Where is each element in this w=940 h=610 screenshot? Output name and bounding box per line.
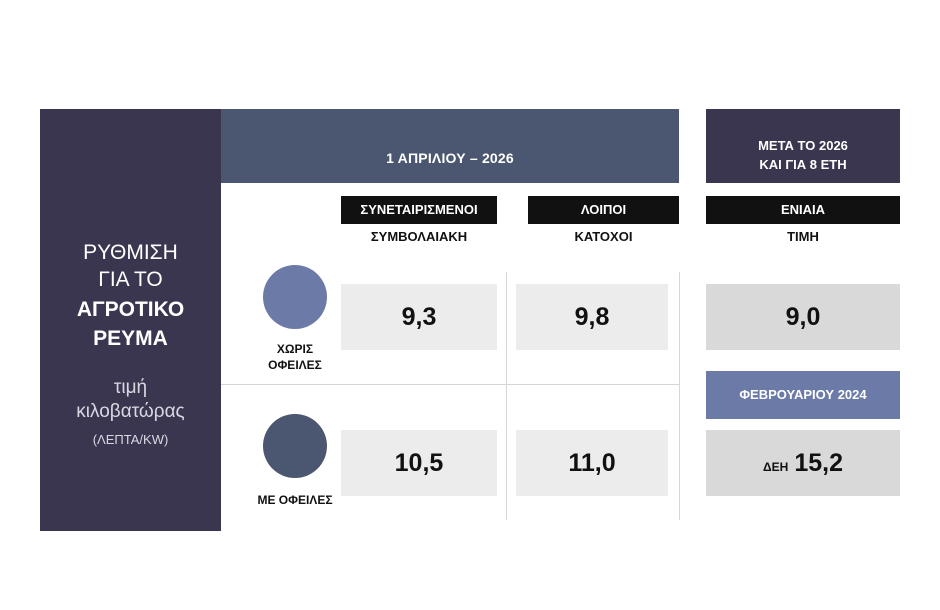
after-2026-header: ΜΕΤΑ ΤΟ 2026 ΚΑΙ ΓΙΑ 8 ΕΤΗ: [706, 109, 900, 183]
unit-label: (ΛΕΠΤΑ/KW): [92, 432, 169, 447]
deh-prefix: ΔΕΗ: [763, 460, 789, 474]
deh-value: 15,2: [794, 449, 843, 477]
title-line-1: ΡΥΘΜΙΣΗ: [83, 241, 178, 264]
date-header-label: 1 ΑΠΡΙΛΙΟΥ – 2026: [386, 150, 514, 166]
value-with-debts-cooperative: 10,5: [341, 430, 497, 496]
column-label-cooperative: ΣΥΝΕΤΑΙΡΙΣΜΕΝΟΙ: [341, 196, 497, 224]
row-label-no-debts: ΧΩΡΙΣ ΟΦΕΙΛΕΣ: [247, 341, 343, 373]
date-header-band: 1 ΑΠΡΙΛΙΟΥ – 2026: [221, 109, 679, 183]
column-sublabel-uniform: ΤΙΜΗ: [787, 229, 819, 244]
deh-price-box: ΔΕΗ 15,2: [706, 430, 900, 496]
left-title-panel: ΡΥΘΜΙΣΗ ΓΙΑ ΤΟ ΑΓΡΟΤΙΚΟ ΡΕΥΜΑ τιμή κιλοβ…: [40, 109, 221, 531]
row-label-line-2: ΟΦΕΙΛΕΣ: [268, 358, 322, 372]
column-divider: [506, 272, 507, 520]
with-debts-circle-marker: [263, 414, 327, 478]
column-sublabel-cooperative: ΣΥΜΒΟΛΑΙΑΚΗ: [370, 229, 468, 244]
column-label-others: ΛΟΙΠΟΙ: [528, 196, 679, 224]
title-line-2: ΓΙΑ ΤΟ: [98, 268, 163, 291]
column-sublabel-others: ΚΑΤΟΧΟΙ: [574, 229, 633, 244]
february-2024-label: ΦΕΒΡΟΥΑΡΙΟΥ 2024: [706, 371, 900, 419]
title-line-4: ΡΕΥΜΑ: [93, 327, 168, 350]
value-no-debts-uniform: 9,0: [706, 284, 900, 350]
no-debts-circle-marker: [263, 265, 327, 329]
row-divider: [221, 384, 679, 385]
after-header-line-2: ΚΑΙ ΓΙΑ 8 ΕΤΗ: [759, 157, 847, 172]
value-with-debts-others: 11,0: [516, 430, 668, 496]
value-no-debts-cooperative: 9,3: [341, 284, 497, 350]
value-no-debts-others: 9,8: [516, 284, 668, 350]
row-label-with-debts: ΜΕ ΟΦΕΙΛΕΣ: [257, 493, 333, 507]
row-label-line-1: ΧΩΡΙΣ: [276, 342, 314, 356]
column-divider: [679, 272, 680, 520]
column-label-uniform: ΕΝΙΑΙΑ: [706, 196, 900, 224]
subtitle-line-2: κιλοβατώρας: [76, 401, 185, 422]
title-line-3: ΑΓΡΟΤΙΚΟ: [76, 298, 185, 321]
after-header-line-1: ΜΕΤΑ ΤΟ 2026: [758, 138, 848, 153]
subtitle-line-1: τιμή: [113, 377, 148, 398]
